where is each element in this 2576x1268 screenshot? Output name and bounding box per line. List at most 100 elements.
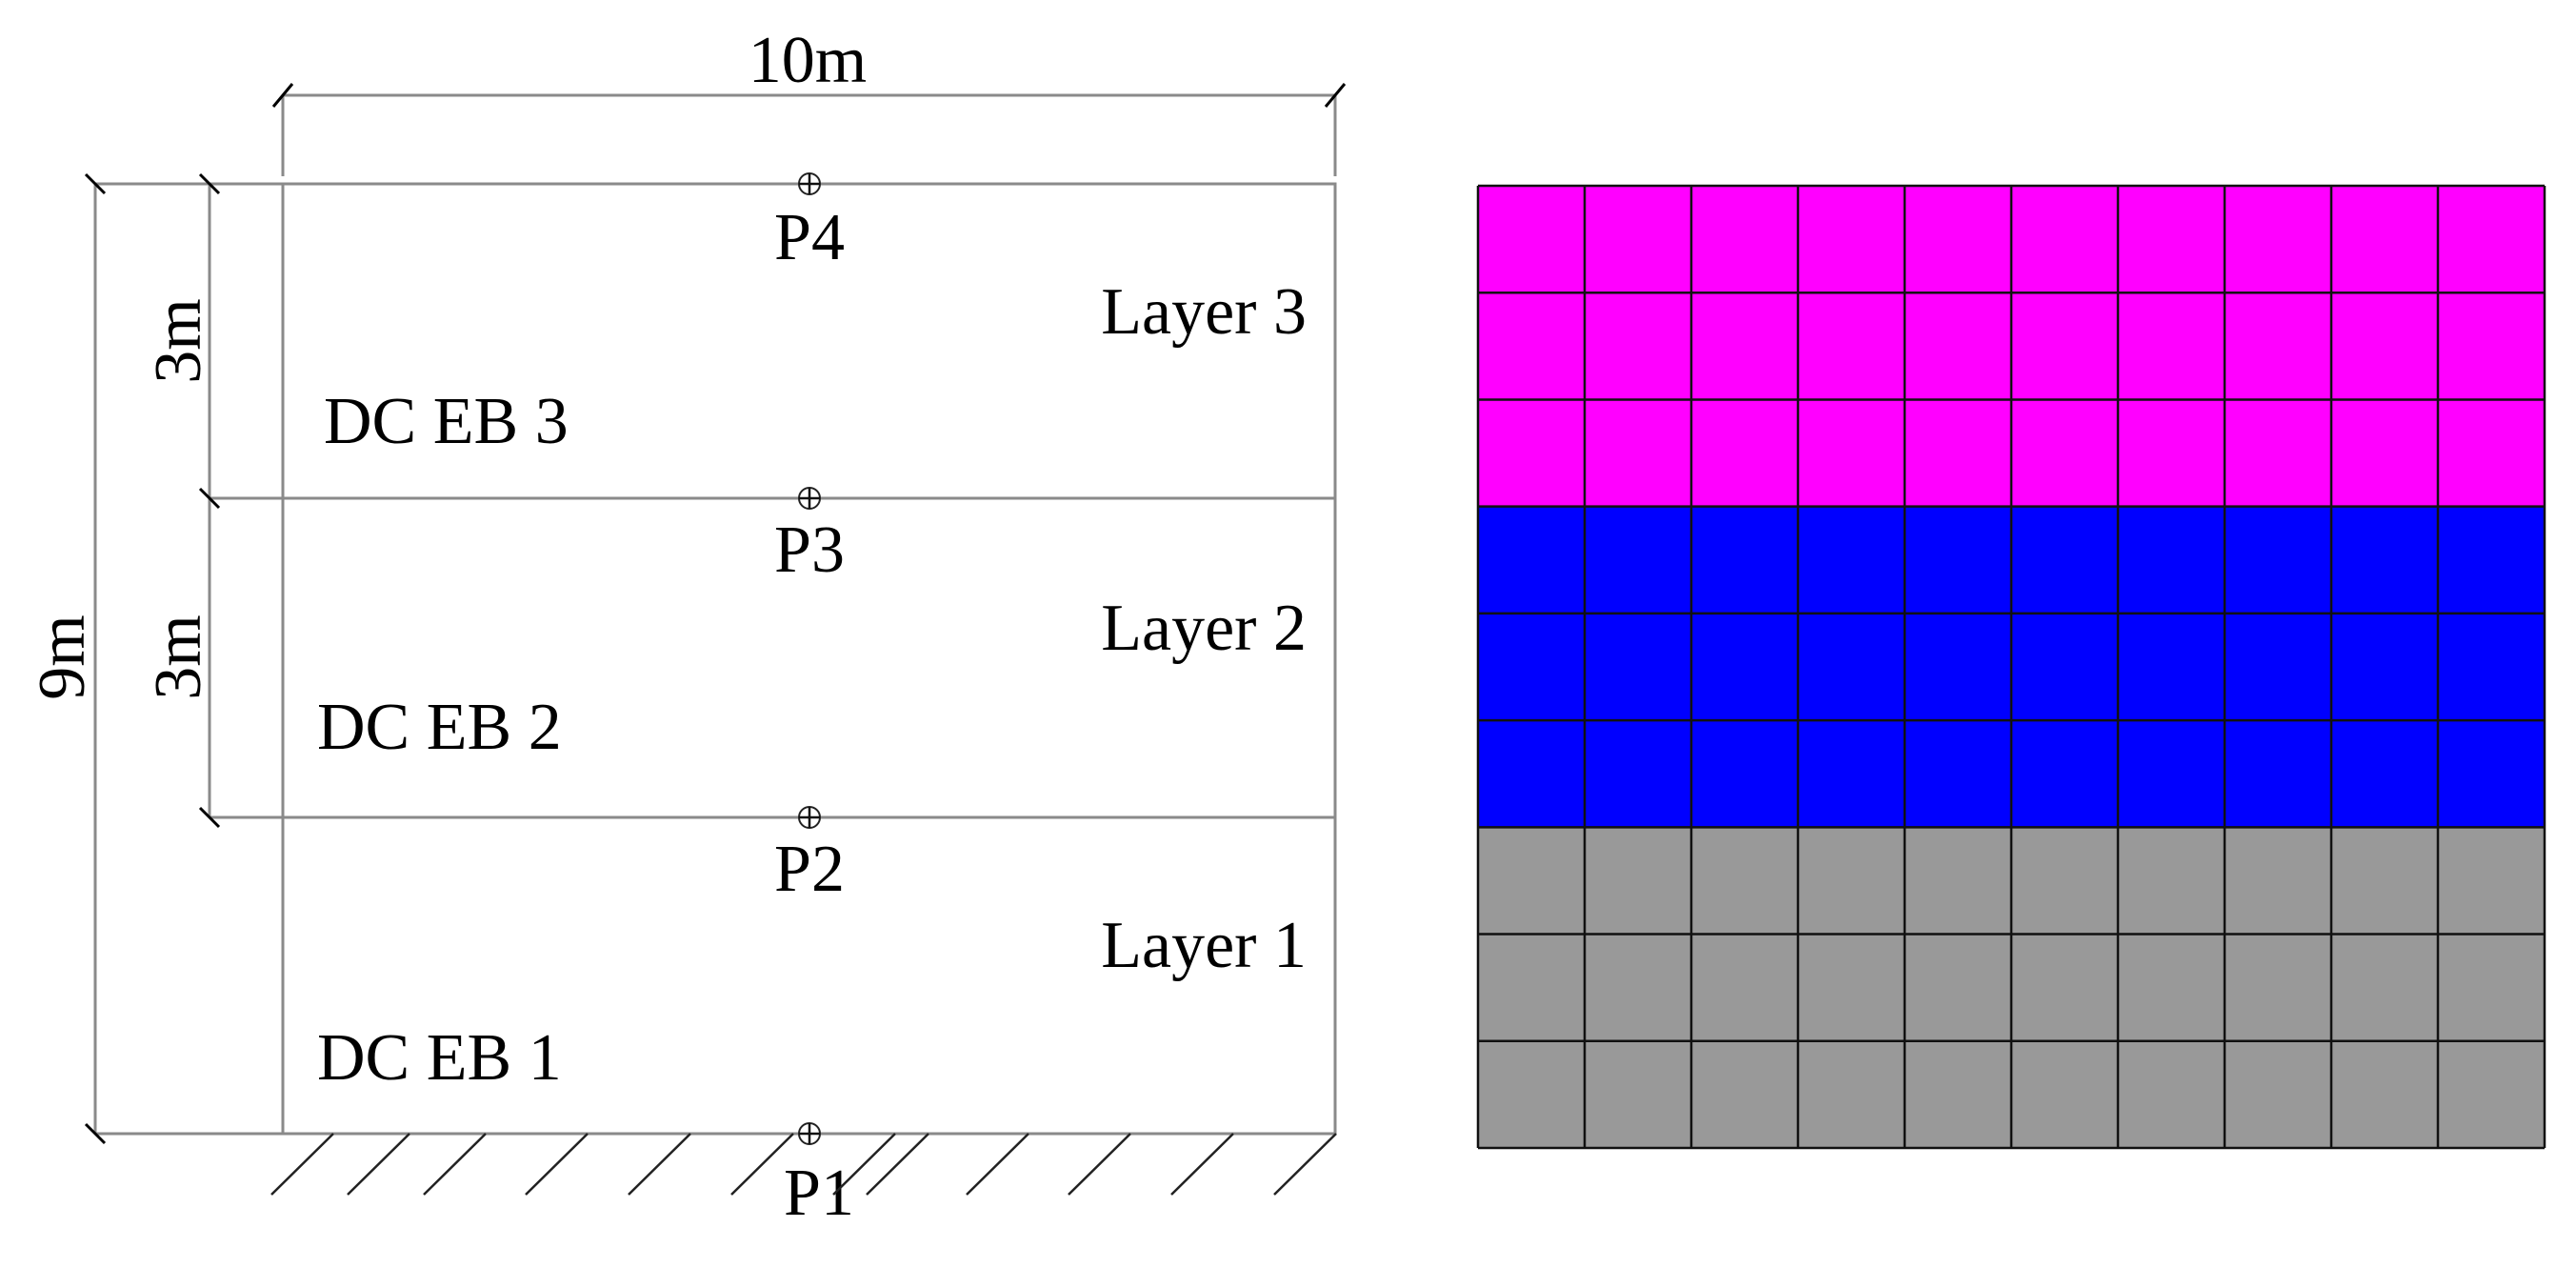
dc-eb-1-label: DC EB 1 — [317, 1021, 562, 1095]
mesh-cell-r2-c3 — [1691, 292, 1798, 400]
height-tick-top — [84, 172, 107, 195]
mesh-cell-r8-c9 — [2331, 934, 2438, 1041]
mesh-cell-r9-c4 — [1798, 1040, 1905, 1148]
mesh-cell-r3-c2 — [1585, 399, 1691, 507]
mesh-cell-r3-c5 — [1905, 399, 2011, 507]
mesh-cell-r7-c10 — [2438, 827, 2545, 935]
mesh-cell-r1-c1 — [1478, 186, 1585, 293]
layer2-label: Layer 2 — [1101, 592, 1307, 665]
mesh-cell-r6-c7 — [2118, 720, 2225, 828]
dc-eb-3-label: DC EB 3 — [324, 385, 569, 458]
width-dimension: 10m — [271, 24, 1347, 176]
mesh-cell-r9-c7 — [2118, 1040, 2225, 1148]
mesh-cell-r9-c5 — [1905, 1040, 2011, 1148]
mesh-cell-r3-c10 — [2438, 399, 2545, 507]
mesh-cell-r2-c10 — [2438, 292, 2545, 400]
mesh-cell-r2-c2 — [1585, 292, 1691, 400]
mesh-cell-r4-c3 — [1691, 506, 1798, 614]
mesh-cell-r2-c1 — [1478, 292, 1585, 400]
mesh-cell-r8-c10 — [2438, 934, 2545, 1041]
mesh-cell-r8-c1 — [1478, 934, 1585, 1041]
mesh-cell-r2-c9 — [2331, 292, 2438, 400]
mesh-cell-r7-c7 — [2118, 827, 2225, 935]
mesh-cell-r5-c3 — [1691, 613, 1798, 721]
point-p2-marker — [798, 806, 821, 829]
mesh-cell-r9-c9 — [2331, 1040, 2438, 1148]
mesh-cell-r5-c9 — [2331, 613, 2438, 721]
mesh-cell-r5-c1 — [1478, 613, 1585, 721]
height-tick-bottom — [84, 1122, 107, 1145]
dc-eb-labels: DC EB 3 DC EB 2 DC EB 1 — [317, 385, 569, 1095]
mesh-cell-r8-c2 — [1585, 934, 1691, 1041]
layer1-label: Layer 1 — [1101, 909, 1307, 982]
dc-eb-2-label: DC EB 2 — [317, 691, 562, 764]
mesh-cell-r7-c4 — [1798, 827, 1905, 935]
mesh-cell-r1-c9 — [2331, 186, 2438, 293]
fixed-base-hatching — [270, 1133, 1337, 1196]
height-label: 9m — [26, 614, 99, 699]
mesh-cell-r5-c4 — [1798, 613, 1905, 721]
mesh-cell-r8-c5 — [1905, 934, 2011, 1041]
mesh-cell-r4-c2 — [1585, 506, 1691, 614]
mesh-cell-r4-c6 — [2011, 506, 2118, 614]
mesh-cell-r5-c8 — [2225, 613, 2331, 721]
point-p3-label: P3 — [774, 513, 845, 587]
mesh-cell-r6-c1 — [1478, 720, 1585, 828]
mesh-cell-r8-c7 — [2118, 934, 2225, 1041]
mesh-cell-r5-c6 — [2011, 613, 2118, 721]
width-tick-right — [1324, 83, 1347, 108]
mesh-cell-r6-c8 — [2225, 720, 2331, 828]
mesh-cell-r1-c3 — [1691, 186, 1798, 293]
mesh-cell-r3-c9 — [2331, 399, 2438, 507]
mesh-cell-r5-c10 — [2438, 613, 2545, 721]
mesh-cell-r9-c6 — [2011, 1040, 2118, 1148]
mesh-cell-r9-c2 — [1585, 1040, 1691, 1148]
mesh-cell-r5-c5 — [1905, 613, 2011, 721]
mesh-cell-r3-c6 — [2011, 399, 2118, 507]
width-tick-left — [271, 83, 294, 108]
layer-tick-lower — [198, 806, 221, 829]
monitoring-points: P4 P3 P2 P1 — [774, 172, 854, 1230]
mesh-cell-r9-c3 — [1691, 1040, 1798, 1148]
mesh-cell-r4-c7 — [2118, 506, 2225, 614]
mesh-cell-r5-c2 — [1585, 613, 1691, 721]
layer-tick-top — [198, 172, 221, 195]
layer3-thickness-label: 3m — [142, 298, 215, 383]
width-label: 10m — [749, 24, 867, 97]
mesh-cell-r7-c5 — [1905, 827, 2011, 935]
mesh-cell-r4-c9 — [2331, 506, 2438, 614]
mesh-cell-r7-c2 — [1585, 827, 1691, 935]
height-dimension: 9m — [26, 172, 283, 1145]
point-p2-label: P2 — [774, 833, 845, 906]
mesh-cell-r2-c4 — [1798, 292, 1905, 400]
mesh-cell-r1-c6 — [2011, 186, 2118, 293]
mesh-cell-r3-c8 — [2225, 399, 2331, 507]
mesh-cell-r5-c7 — [2118, 613, 2225, 721]
mesh-cell-r1-c8 — [2225, 186, 2331, 293]
mesh-cell-r3-c3 — [1691, 399, 1798, 507]
point-p3-marker — [798, 487, 821, 510]
layer-tick-mid — [198, 487, 221, 510]
mesh-cell-r9-c8 — [2225, 1040, 2331, 1148]
mesh-cell-r1-c2 — [1585, 186, 1691, 293]
point-p1-marker — [798, 1122, 821, 1145]
layer-labels: Layer 3 Layer 2 Layer 1 — [1101, 275, 1307, 982]
mesh-cell-r6-c6 — [2011, 720, 2118, 828]
mesh-cell-r2-c5 — [1905, 292, 2011, 400]
mesh-cell-r8-c4 — [1798, 934, 1905, 1041]
mesh-cell-r4-c10 — [2438, 506, 2545, 614]
mesh-cell-r8-c6 — [2011, 934, 2118, 1041]
mesh-cell-r3-c1 — [1478, 399, 1585, 507]
mesh-cell-r7-c3 — [1691, 827, 1798, 935]
mesh-cell-r2-c8 — [2225, 292, 2331, 400]
mesh-cell-r1-c7 — [2118, 186, 2225, 293]
mesh-cell-r7-c8 — [2225, 827, 2331, 935]
mesh-cell-r7-c9 — [2331, 827, 2438, 935]
point-p4-marker — [798, 172, 821, 195]
mesh-cell-r6-c10 — [2438, 720, 2545, 828]
mesh-cell-r2-c6 — [2011, 292, 2118, 400]
mesh-cell-r3-c4 — [1798, 399, 1905, 507]
finite-element-mesh — [1476, 184, 2546, 1150]
mesh-cell-r8-c3 — [1691, 934, 1798, 1041]
